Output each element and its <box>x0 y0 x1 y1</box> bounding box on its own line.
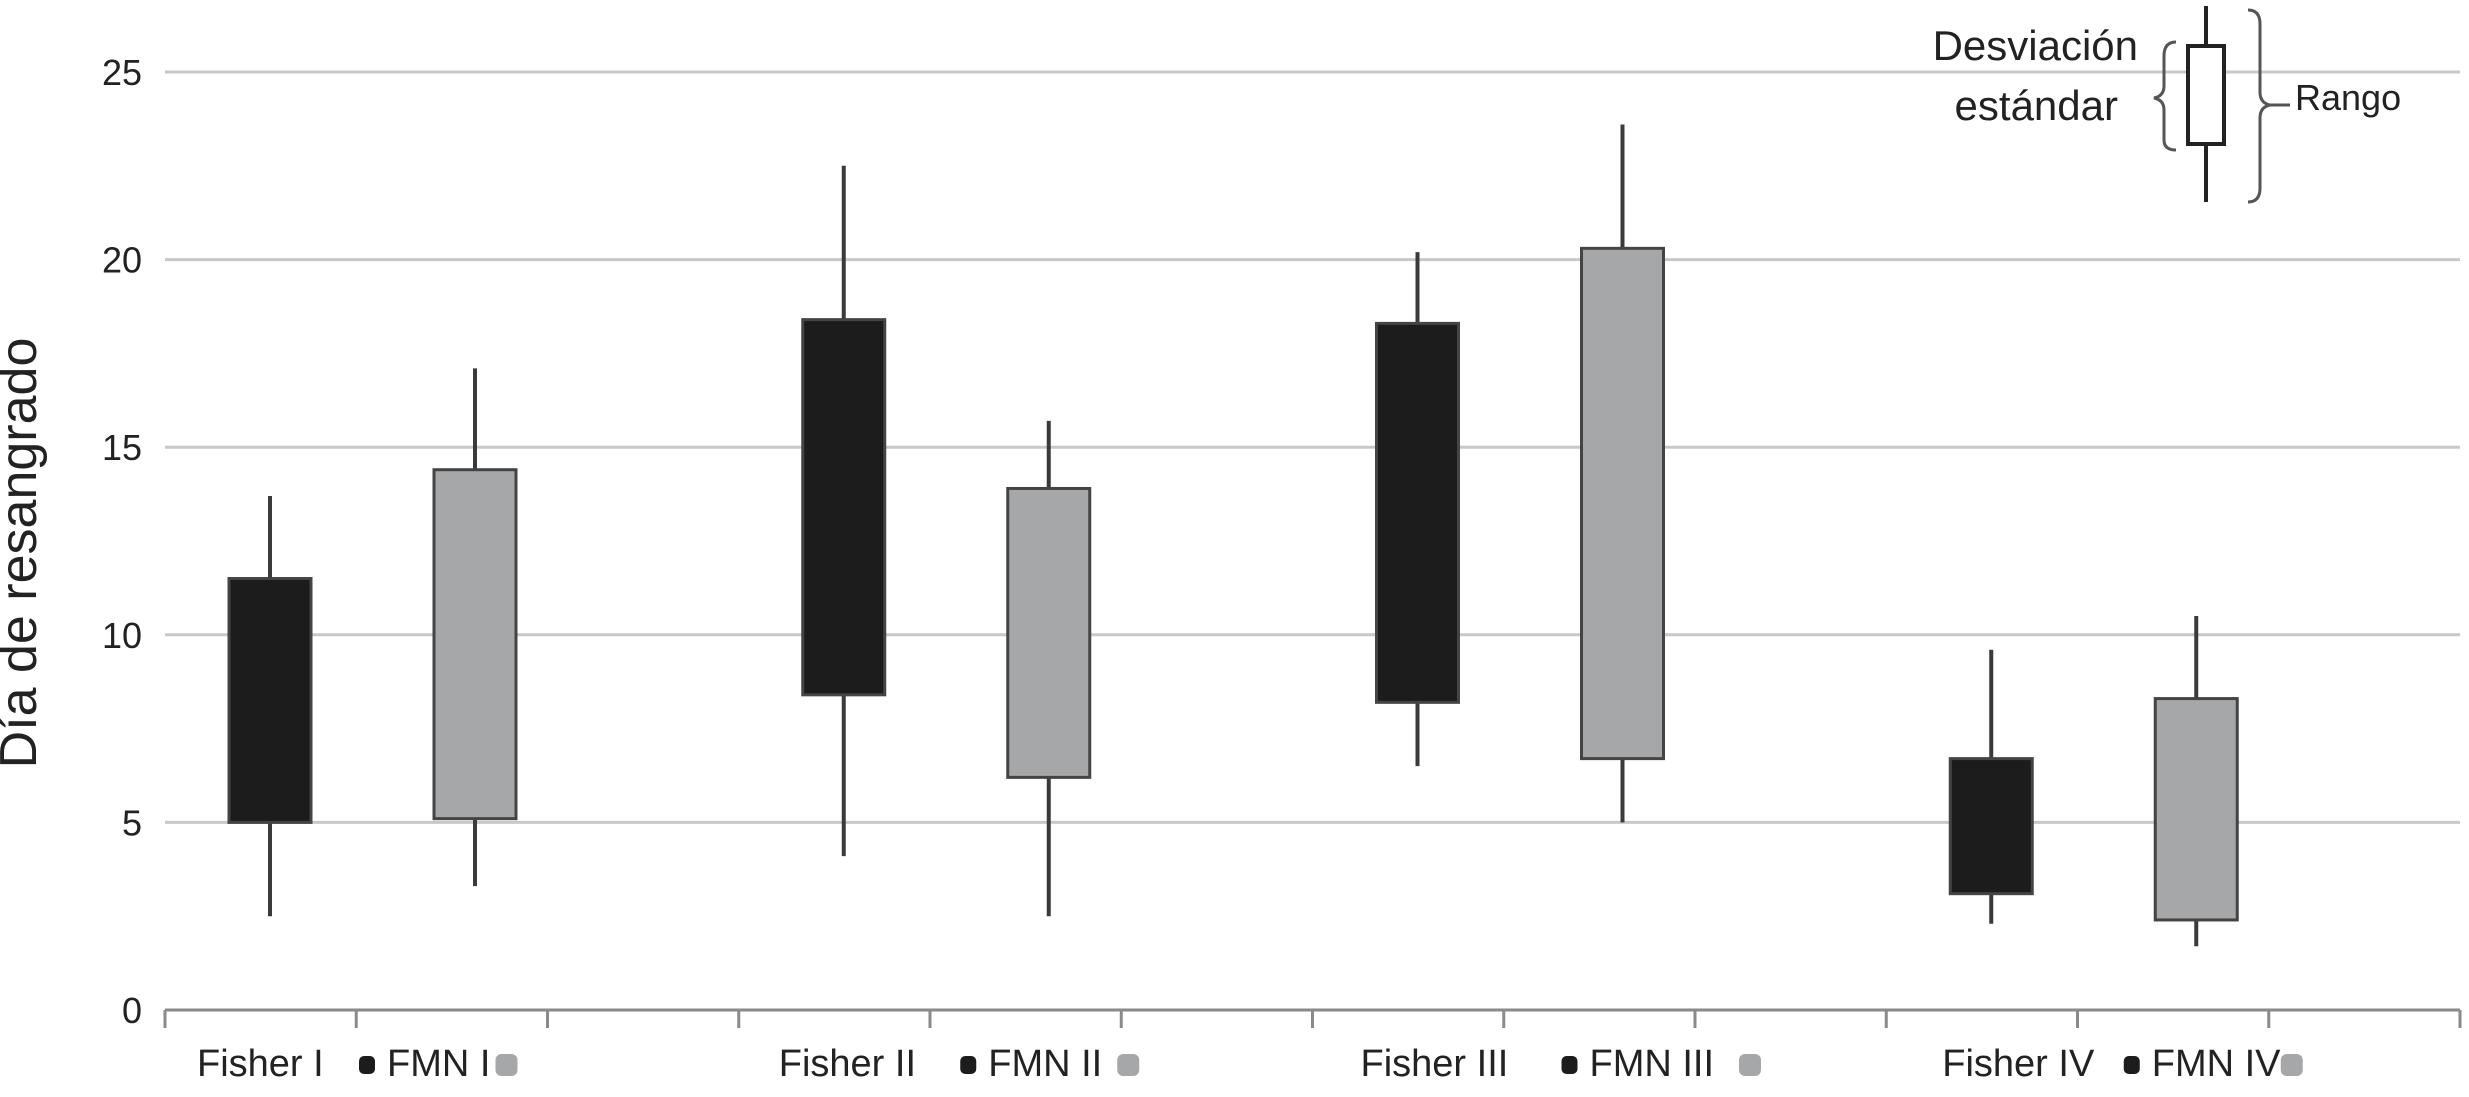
y-tick-label: 10 <box>102 615 142 656</box>
grid-lines <box>165 70 2460 824</box>
y-axis-label: Día de resangrado <box>0 338 48 769</box>
legend-swatch-fisher <box>359 1056 375 1074</box>
legend-swatch-fisher <box>1561 1056 1578 1074</box>
legend-range-brace-icon <box>2247 8 2271 204</box>
legend-std-brace-icon <box>2153 40 2177 152</box>
legend-swatch-fisher <box>960 1056 977 1074</box>
box-fmn-ii <box>1006 486 1092 779</box>
box-fisher-iii <box>1375 321 1460 704</box>
box-fisher-i <box>227 577 313 824</box>
box-fmn-iv <box>2153 697 2239 922</box>
y-tick-label: 20 <box>102 240 142 281</box>
x-axis <box>163 1008 2462 1028</box>
box-fisher-iv <box>1948 757 2034 896</box>
y-tick-label: 25 <box>102 52 142 93</box>
x-category-label: Fisher IV <box>1942 1043 2095 1085</box>
x-category-label: Fisher II <box>779 1043 916 1085</box>
legend: Desviación estándar Rango <box>1933 6 2401 204</box>
x-category-label: Fisher III <box>1361 1043 1509 1085</box>
legend-swatch-fmn <box>1739 1054 1761 1076</box>
legend-swatch-fmn <box>1117 1054 1140 1076</box>
box-fmn-i <box>432 468 518 821</box>
box-fisher-ii <box>801 318 887 697</box>
y-tick-label: 5 <box>122 802 142 843</box>
x-category-label: FMN I <box>387 1043 490 1085</box>
box-series <box>227 124 2239 947</box>
y-tick-label: 0 <box>122 990 142 1031</box>
box-fmn-iii <box>1580 246 1665 761</box>
y-axis-ticks: 0 5 10 15 20 25 <box>102 52 142 1031</box>
legend-swatch-fmn <box>2280 1054 2303 1076</box>
y-tick-label: 15 <box>102 427 142 468</box>
legend-swatch-fisher <box>2123 1056 2140 1074</box>
legend-swatch-fmn <box>495 1054 518 1076</box>
x-category-label: Fisher I <box>197 1043 324 1085</box>
x-category-label: FMN II <box>988 1043 1102 1085</box>
legend-std-label-line2: estándar <box>1955 82 2118 129</box>
legend-std-label-line1: Desviación <box>1933 22 2138 69</box>
legend-box <box>2186 44 2226 146</box>
x-category-label: FMN III <box>1590 1043 1715 1085</box>
x-category-label: FMN IV <box>2152 1043 2281 1085</box>
x-axis-category-labels: Fisher I FMN I Fisher II FMN II Fisher III FM… <box>197 1043 2303 1085</box>
legend-range-label: Rango <box>2295 77 2401 118</box>
